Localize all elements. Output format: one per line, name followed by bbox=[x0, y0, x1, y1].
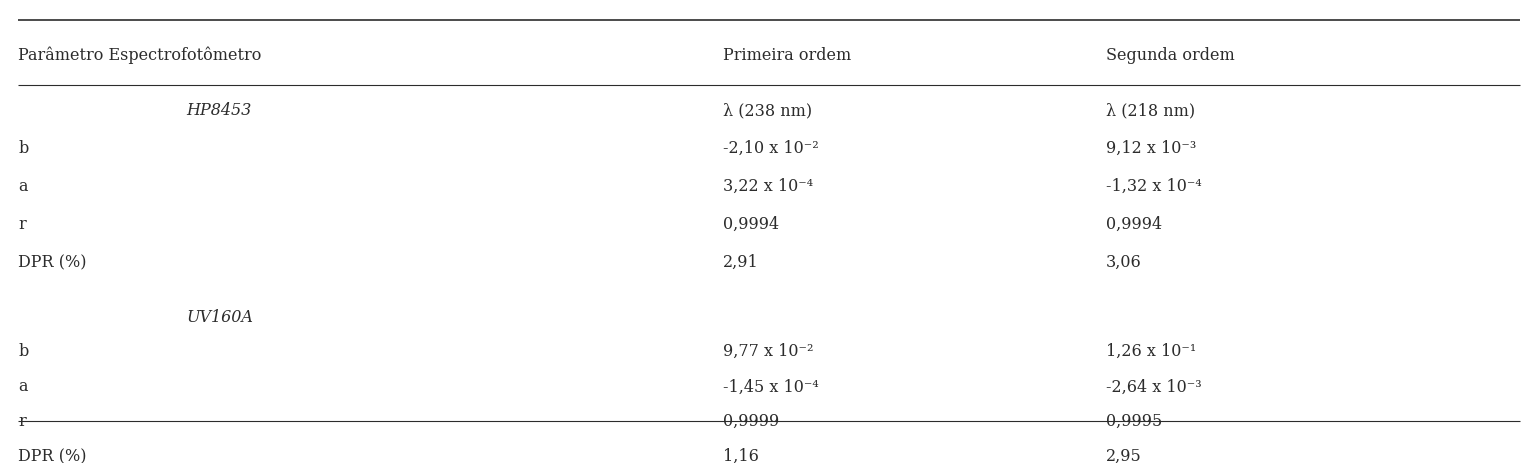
Text: a: a bbox=[18, 378, 28, 395]
Text: 2,91: 2,91 bbox=[723, 254, 758, 271]
Text: 1,16: 1,16 bbox=[723, 448, 758, 463]
Text: UV160A: UV160A bbox=[186, 309, 254, 326]
Text: Parâmetro Espectrofotômetro: Parâmetro Espectrofotômetro bbox=[18, 47, 261, 64]
Text: 0,9999: 0,9999 bbox=[723, 413, 780, 430]
Text: b: b bbox=[18, 140, 28, 157]
Text: 0,9994: 0,9994 bbox=[723, 216, 780, 233]
Text: DPR (%): DPR (%) bbox=[18, 448, 86, 463]
Text: Primeira ordem: Primeira ordem bbox=[723, 47, 851, 64]
Text: 3,06: 3,06 bbox=[1106, 254, 1141, 271]
Text: 9,77 x 10⁻²: 9,77 x 10⁻² bbox=[723, 343, 814, 360]
Text: λ (238 nm): λ (238 nm) bbox=[723, 102, 812, 119]
Text: 9,12 x 10⁻³: 9,12 x 10⁻³ bbox=[1106, 140, 1197, 157]
Text: -1,32 x 10⁻⁴: -1,32 x 10⁻⁴ bbox=[1106, 178, 1201, 195]
Text: Segunda ordem: Segunda ordem bbox=[1106, 47, 1235, 64]
Text: r: r bbox=[18, 216, 26, 233]
Text: 2,95: 2,95 bbox=[1106, 448, 1141, 463]
Text: b: b bbox=[18, 343, 28, 360]
Text: 1,26 x 10⁻¹: 1,26 x 10⁻¹ bbox=[1106, 343, 1197, 360]
Text: r: r bbox=[18, 413, 26, 430]
Text: -2,10 x 10⁻²: -2,10 x 10⁻² bbox=[723, 140, 818, 157]
Text: a: a bbox=[18, 178, 28, 195]
Text: 0,9994: 0,9994 bbox=[1106, 216, 1163, 233]
Text: λ (218 nm): λ (218 nm) bbox=[1106, 102, 1195, 119]
Text: -2,64 x 10⁻³: -2,64 x 10⁻³ bbox=[1106, 378, 1201, 395]
Text: -1,45 x 10⁻⁴: -1,45 x 10⁻⁴ bbox=[723, 378, 818, 395]
Text: DPR (%): DPR (%) bbox=[18, 254, 86, 271]
Text: 3,22 x 10⁻⁴: 3,22 x 10⁻⁴ bbox=[723, 178, 814, 195]
Text: HP8453: HP8453 bbox=[186, 102, 252, 119]
Text: 0,9995: 0,9995 bbox=[1106, 413, 1163, 430]
